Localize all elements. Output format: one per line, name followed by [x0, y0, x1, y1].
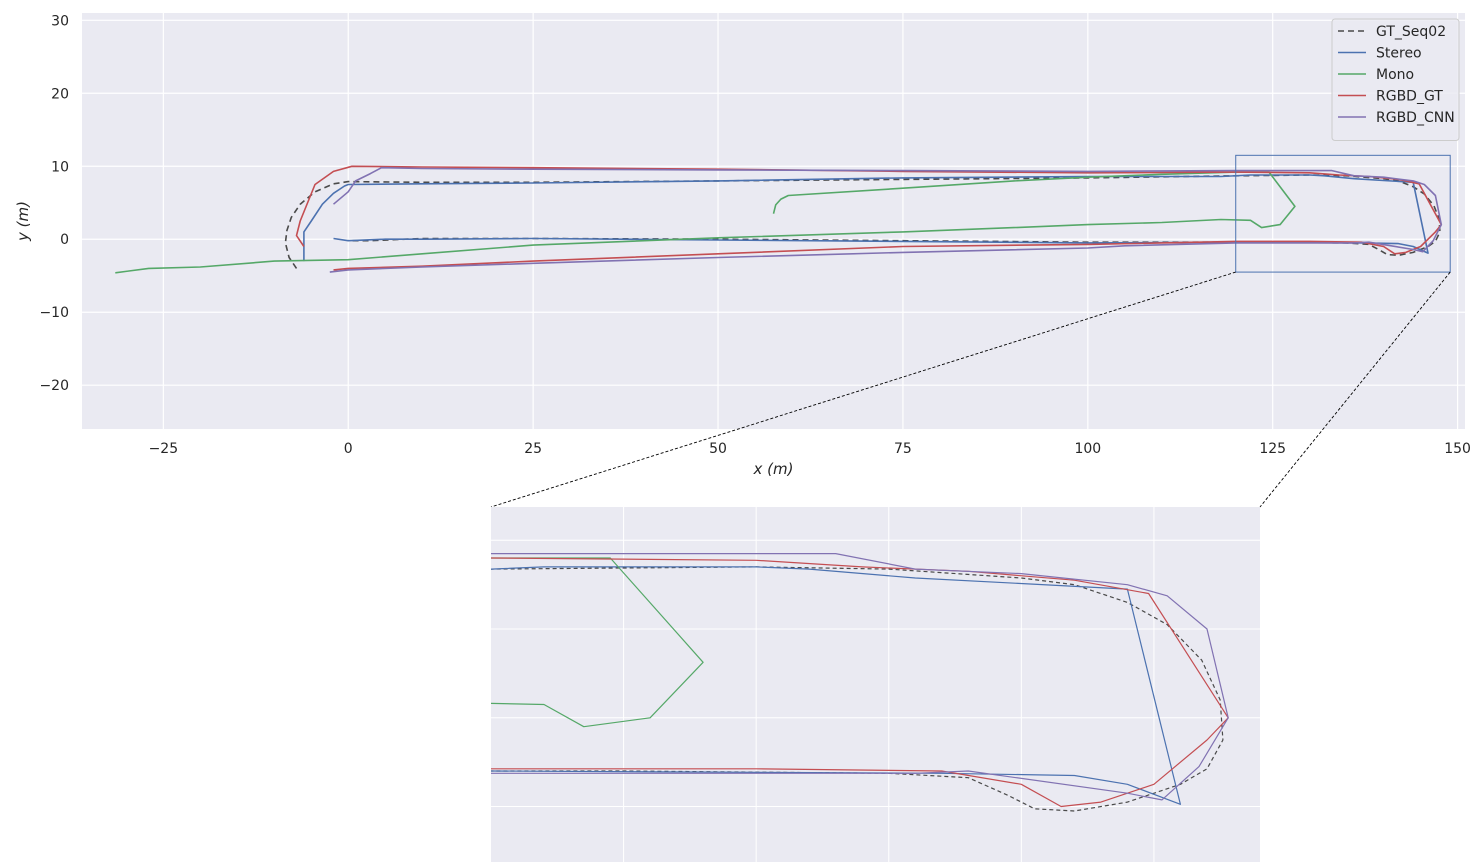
- y-tick-label: 30: [51, 13, 69, 29]
- main-plot-background: [82, 13, 1465, 429]
- x-tick-label: 150: [1444, 441, 1471, 457]
- x-tick-label: 125: [1259, 441, 1286, 457]
- x-axis-label: x (m): [753, 460, 794, 478]
- x-tick-label: 75: [894, 441, 912, 457]
- inset-plot-background: [491, 507, 1260, 862]
- inset-series-line-rgbd-cnn: [491, 552, 1229, 801]
- y-tick-label: 0: [60, 232, 69, 248]
- legend-label-mono: Mono: [1376, 67, 1414, 83]
- x-tick-label: 100: [1074, 441, 1101, 457]
- y-tick-label: 10: [51, 159, 69, 175]
- series-line-stereo: [303, 174, 1429, 262]
- legend-label-rgbd-cnn: RGBD_CNN: [1376, 110, 1455, 126]
- main-series-group: [115, 165, 1443, 274]
- x-tick-label: 50: [709, 441, 727, 457]
- y-tick-label: −10: [39, 305, 69, 321]
- inset-grid: [491, 507, 1260, 862]
- x-tick-labels: −25 0 25 50 75 100 125 150: [149, 441, 1471, 457]
- inset-series-line-stereo: [491, 566, 1182, 805]
- x-tick-label: −25: [149, 441, 179, 457]
- legend: GT_Seq02 Stereo Mono RGBD_GT RGBD_CNN: [1331, 18, 1460, 141]
- series-line-rgbd-cnn: [329, 166, 1443, 273]
- x-tick-label: 0: [344, 441, 353, 457]
- y-tick-label: 20: [51, 86, 69, 102]
- legend-label-rgbd-gt: RGBD_GT: [1376, 89, 1443, 105]
- x-tick-label: 25: [524, 441, 542, 457]
- zoom-connectors: [490, 271, 1451, 508]
- legend-label-stereo: Stereo: [1376, 46, 1422, 62]
- zoom-connector-right: [1259, 271, 1451, 508]
- y-tick-labels: −20 −10 0 10 20 30: [39, 13, 69, 394]
- series-line-mono: [115, 171, 1296, 274]
- inset-series-group: [491, 552, 1229, 812]
- legend-frame: [1331, 18, 1460, 141]
- inset-plot: [491, 507, 1260, 862]
- zoom-connector-left: [490, 271, 1236, 508]
- inset-series-line-rgbd-gt: [491, 557, 1229, 808]
- legend-label-gt-seq02: GT_Seq02: [1376, 24, 1446, 40]
- zoom-box: [1235, 154, 1451, 273]
- y-axis-label: y (m): [14, 201, 32, 242]
- series-line-rgbd-gt: [295, 165, 1443, 271]
- y-tick-label: −20: [39, 378, 69, 394]
- inset-series-line-mono: [491, 557, 704, 728]
